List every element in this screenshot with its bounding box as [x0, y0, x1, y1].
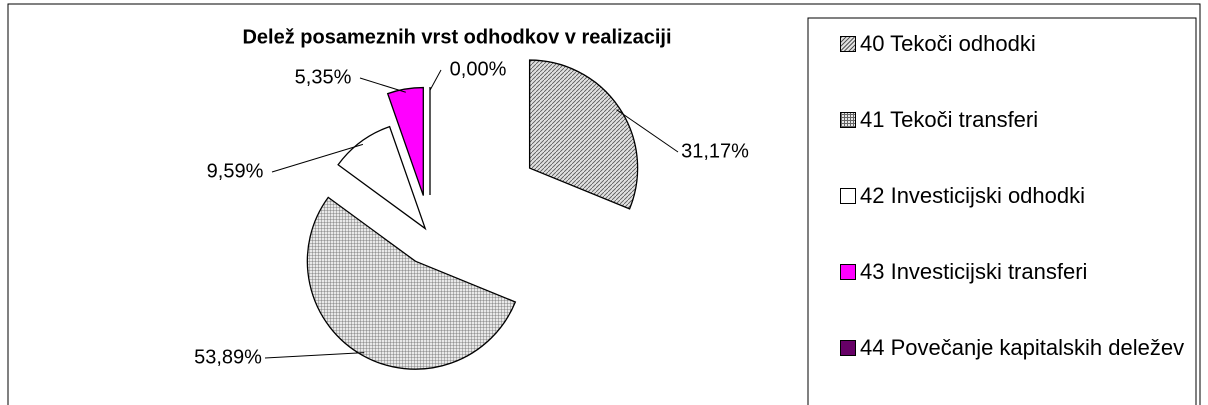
- legend-swatch: [840, 36, 856, 52]
- legend-label: 41 Tekoči transferi: [860, 107, 1039, 132]
- legend-label: 43 Investicijski transferi: [860, 259, 1088, 284]
- leader-line: [264, 352, 365, 359]
- leader-line: [359, 77, 406, 93]
- legend-swatch: [840, 264, 856, 280]
- data-label: 0,00%: [450, 58, 507, 80]
- chart-border: [7, 3, 1201, 405]
- legend-swatch: [840, 340, 856, 356]
- data-label: 5,35%: [295, 66, 352, 88]
- legend-label: 42 Investicijski odhodki: [860, 183, 1086, 208]
- pie-slice: [337, 125, 427, 231]
- legend-item: 42 Investicijski odhodki: [840, 182, 1190, 210]
- legend-border: [807, 17, 1197, 405]
- leader-line: [616, 109, 679, 153]
- data-label: 9,59%: [207, 160, 264, 182]
- legend-item: 41 Tekoči transferi: [840, 106, 1190, 134]
- leader-line: [271, 143, 364, 173]
- pie-slice: [528, 59, 639, 210]
- legend-label: 44 Povečanje kapitalskih deležev: [860, 335, 1185, 360]
- legend-swatch: [840, 112, 856, 128]
- leader-line: [429, 69, 442, 91]
- pie-slice: [386, 86, 424, 196]
- chart-title: Delež posameznih vrst odhodkov v realiza…: [242, 26, 671, 48]
- legend-item: 43 Investicijski transferi: [840, 258, 1190, 286]
- legend-label: 40 Tekoči odhodki: [860, 31, 1036, 56]
- pie-slice: [306, 196, 517, 370]
- data-label: 53,89%: [194, 346, 262, 368]
- data-label: 31,17%: [681, 140, 749, 162]
- legend-item: 40 Tekoči odhodki: [840, 30, 1190, 58]
- legend-swatch: [840, 188, 856, 204]
- legend-item: 44 Povečanje kapitalskih deležev: [840, 334, 1190, 362]
